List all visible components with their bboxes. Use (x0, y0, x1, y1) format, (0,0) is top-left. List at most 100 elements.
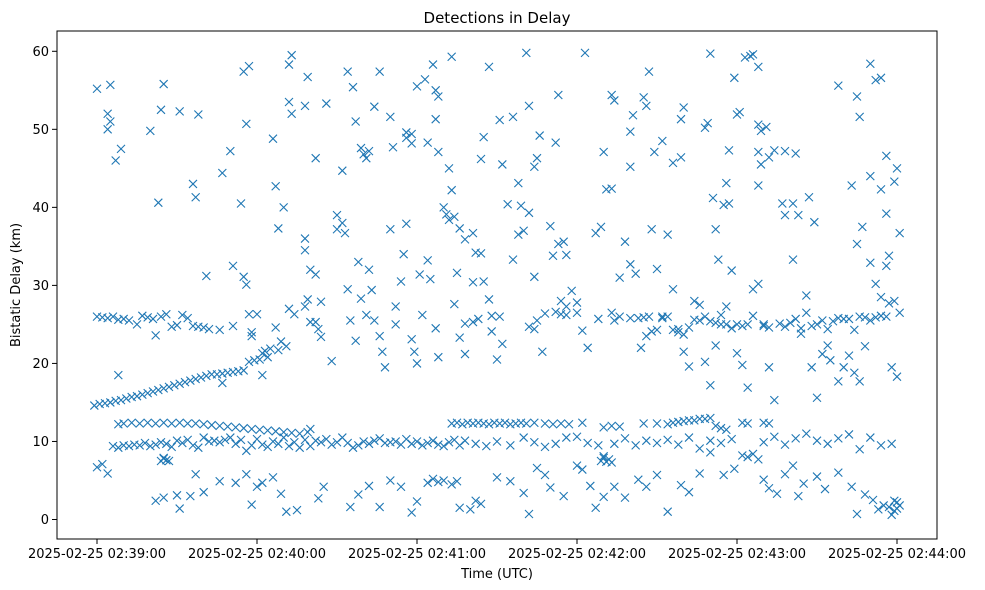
data-point (367, 285, 377, 295)
data-point (647, 224, 657, 234)
data-point (577, 465, 587, 474)
data-point (777, 199, 787, 208)
data-point (463, 418, 473, 428)
data-point (375, 331, 385, 341)
data-point (380, 438, 390, 448)
data-point (609, 316, 619, 325)
data-point (161, 439, 171, 449)
data-point (385, 112, 395, 122)
data-point (839, 362, 849, 372)
data-point (201, 371, 211, 381)
x-axis-title: Time (UTC) (460, 567, 533, 582)
data-point (508, 112, 518, 122)
data-point (359, 149, 369, 159)
data-point (209, 436, 219, 446)
data-point (433, 352, 443, 362)
data-point (855, 376, 865, 386)
data-point (484, 419, 494, 429)
data-point (855, 112, 865, 122)
data-point (255, 425, 265, 435)
data-point (551, 138, 561, 147)
data-point (860, 341, 870, 351)
data-point (721, 302, 731, 311)
data-point (433, 440, 443, 449)
data-point (599, 423, 609, 432)
data-point (756, 126, 766, 136)
data-point (433, 92, 443, 101)
data-point (884, 298, 894, 308)
data-point (143, 418, 153, 428)
data-point (700, 123, 710, 133)
data-point (151, 419, 161, 428)
data-point (343, 284, 353, 294)
data-point (145, 126, 155, 136)
data-point (780, 469, 790, 479)
data-point (311, 153, 321, 163)
data-point (876, 311, 886, 321)
data-point (652, 470, 662, 480)
data-point (673, 417, 683, 427)
data-point (641, 482, 651, 492)
data-point (753, 147, 763, 157)
data-point (593, 440, 603, 450)
data-point (223, 422, 233, 432)
data-point (409, 347, 419, 357)
data-point (311, 270, 321, 279)
data-point (535, 131, 545, 140)
data-point (892, 497, 902, 507)
data-point (711, 224, 721, 234)
data-point (753, 120, 763, 130)
data-point (737, 360, 747, 370)
data-point (591, 228, 601, 238)
data-point (745, 51, 755, 61)
data-point (705, 49, 715, 59)
data-point (303, 72, 313, 82)
data-point (591, 503, 601, 513)
data-point (356, 143, 366, 153)
data-point (487, 327, 497, 336)
data-point (823, 439, 833, 449)
data-point (876, 73, 886, 83)
data-point (471, 496, 481, 506)
data-point (225, 146, 235, 156)
data-point (713, 255, 723, 265)
data-point (271, 323, 281, 332)
data-point (641, 436, 651, 446)
data-point (703, 118, 713, 128)
data-point (204, 437, 214, 446)
data-point (793, 491, 803, 501)
data-point (708, 193, 718, 203)
data-point (375, 67, 385, 76)
data-point (833, 433, 843, 443)
data-point (817, 316, 827, 325)
data-point (639, 312, 649, 322)
data-point (300, 101, 310, 111)
data-point (732, 320, 742, 329)
data-point (468, 317, 478, 327)
data-point (439, 441, 449, 451)
data-point (788, 255, 798, 265)
data-point (361, 310, 371, 320)
data-point (775, 319, 785, 329)
data-point (887, 439, 897, 449)
data-point (884, 502, 894, 512)
data-point (233, 366, 243, 376)
data-point (756, 160, 766, 169)
data-point (615, 312, 625, 321)
data-point (241, 280, 251, 289)
data-point (292, 505, 302, 515)
data-point (644, 67, 654, 76)
data-point (876, 185, 886, 194)
data-point (881, 151, 891, 161)
data-point (743, 320, 753, 329)
data-point (801, 429, 811, 439)
data-point (151, 330, 161, 340)
data-point (263, 426, 273, 435)
data-point (764, 153, 774, 162)
data-point (828, 316, 838, 326)
data-point (607, 184, 617, 194)
data-point (519, 433, 529, 442)
data-point (401, 219, 411, 229)
data-point (609, 96, 619, 105)
data-point (719, 470, 729, 480)
